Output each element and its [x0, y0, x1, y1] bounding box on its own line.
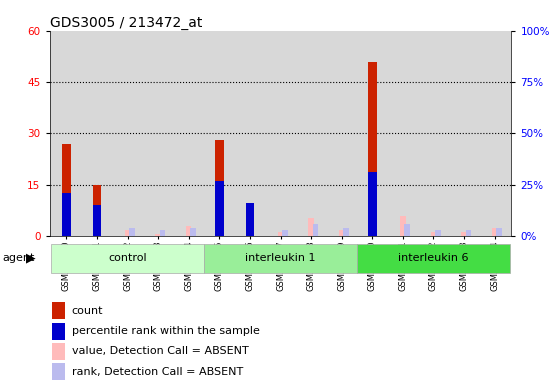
Bar	[492, 228, 497, 236]
FancyBboxPatch shape	[204, 243, 357, 273]
Text: count: count	[72, 306, 103, 316]
Bar	[368, 172, 377, 236]
Text: interleukin 6: interleukin 6	[398, 253, 469, 263]
Bar	[312, 224, 318, 236]
Bar	[496, 228, 502, 236]
Bar	[52, 303, 65, 319]
Bar	[461, 232, 467, 236]
Bar	[92, 205, 101, 236]
Bar	[339, 230, 344, 236]
Text: ▶: ▶	[26, 252, 36, 265]
Bar	[155, 234, 161, 236]
Bar	[92, 185, 101, 236]
Text: interleukin 1: interleukin 1	[245, 253, 316, 263]
Bar	[466, 230, 471, 236]
Bar	[186, 226, 191, 236]
Bar	[368, 61, 377, 236]
Text: GDS3005 / 213472_at: GDS3005 / 213472_at	[50, 16, 202, 30]
Bar	[343, 228, 349, 236]
Bar	[282, 230, 288, 236]
Text: percentile rank within the sample: percentile rank within the sample	[72, 326, 260, 336]
Bar	[309, 218, 314, 236]
Text: value, Detection Call = ABSENT: value, Detection Call = ABSENT	[72, 346, 249, 356]
Bar	[160, 230, 165, 236]
Bar	[246, 203, 254, 236]
Text: agent: agent	[3, 253, 35, 263]
Bar	[52, 343, 65, 360]
Bar	[278, 232, 283, 236]
Bar	[125, 230, 130, 236]
Bar	[52, 323, 65, 339]
Text: control: control	[108, 253, 147, 263]
Bar	[62, 193, 70, 236]
Bar	[52, 363, 65, 380]
Bar	[435, 230, 441, 236]
Bar	[215, 181, 224, 236]
Bar	[404, 224, 410, 236]
FancyBboxPatch shape	[51, 243, 204, 273]
Bar	[431, 232, 436, 236]
Bar	[129, 228, 135, 236]
Text: rank, Detection Call = ABSENT: rank, Detection Call = ABSENT	[72, 367, 243, 377]
Bar	[62, 144, 70, 236]
Bar	[190, 228, 196, 236]
Bar	[215, 140, 224, 236]
FancyBboxPatch shape	[357, 243, 510, 273]
Bar	[400, 216, 406, 236]
